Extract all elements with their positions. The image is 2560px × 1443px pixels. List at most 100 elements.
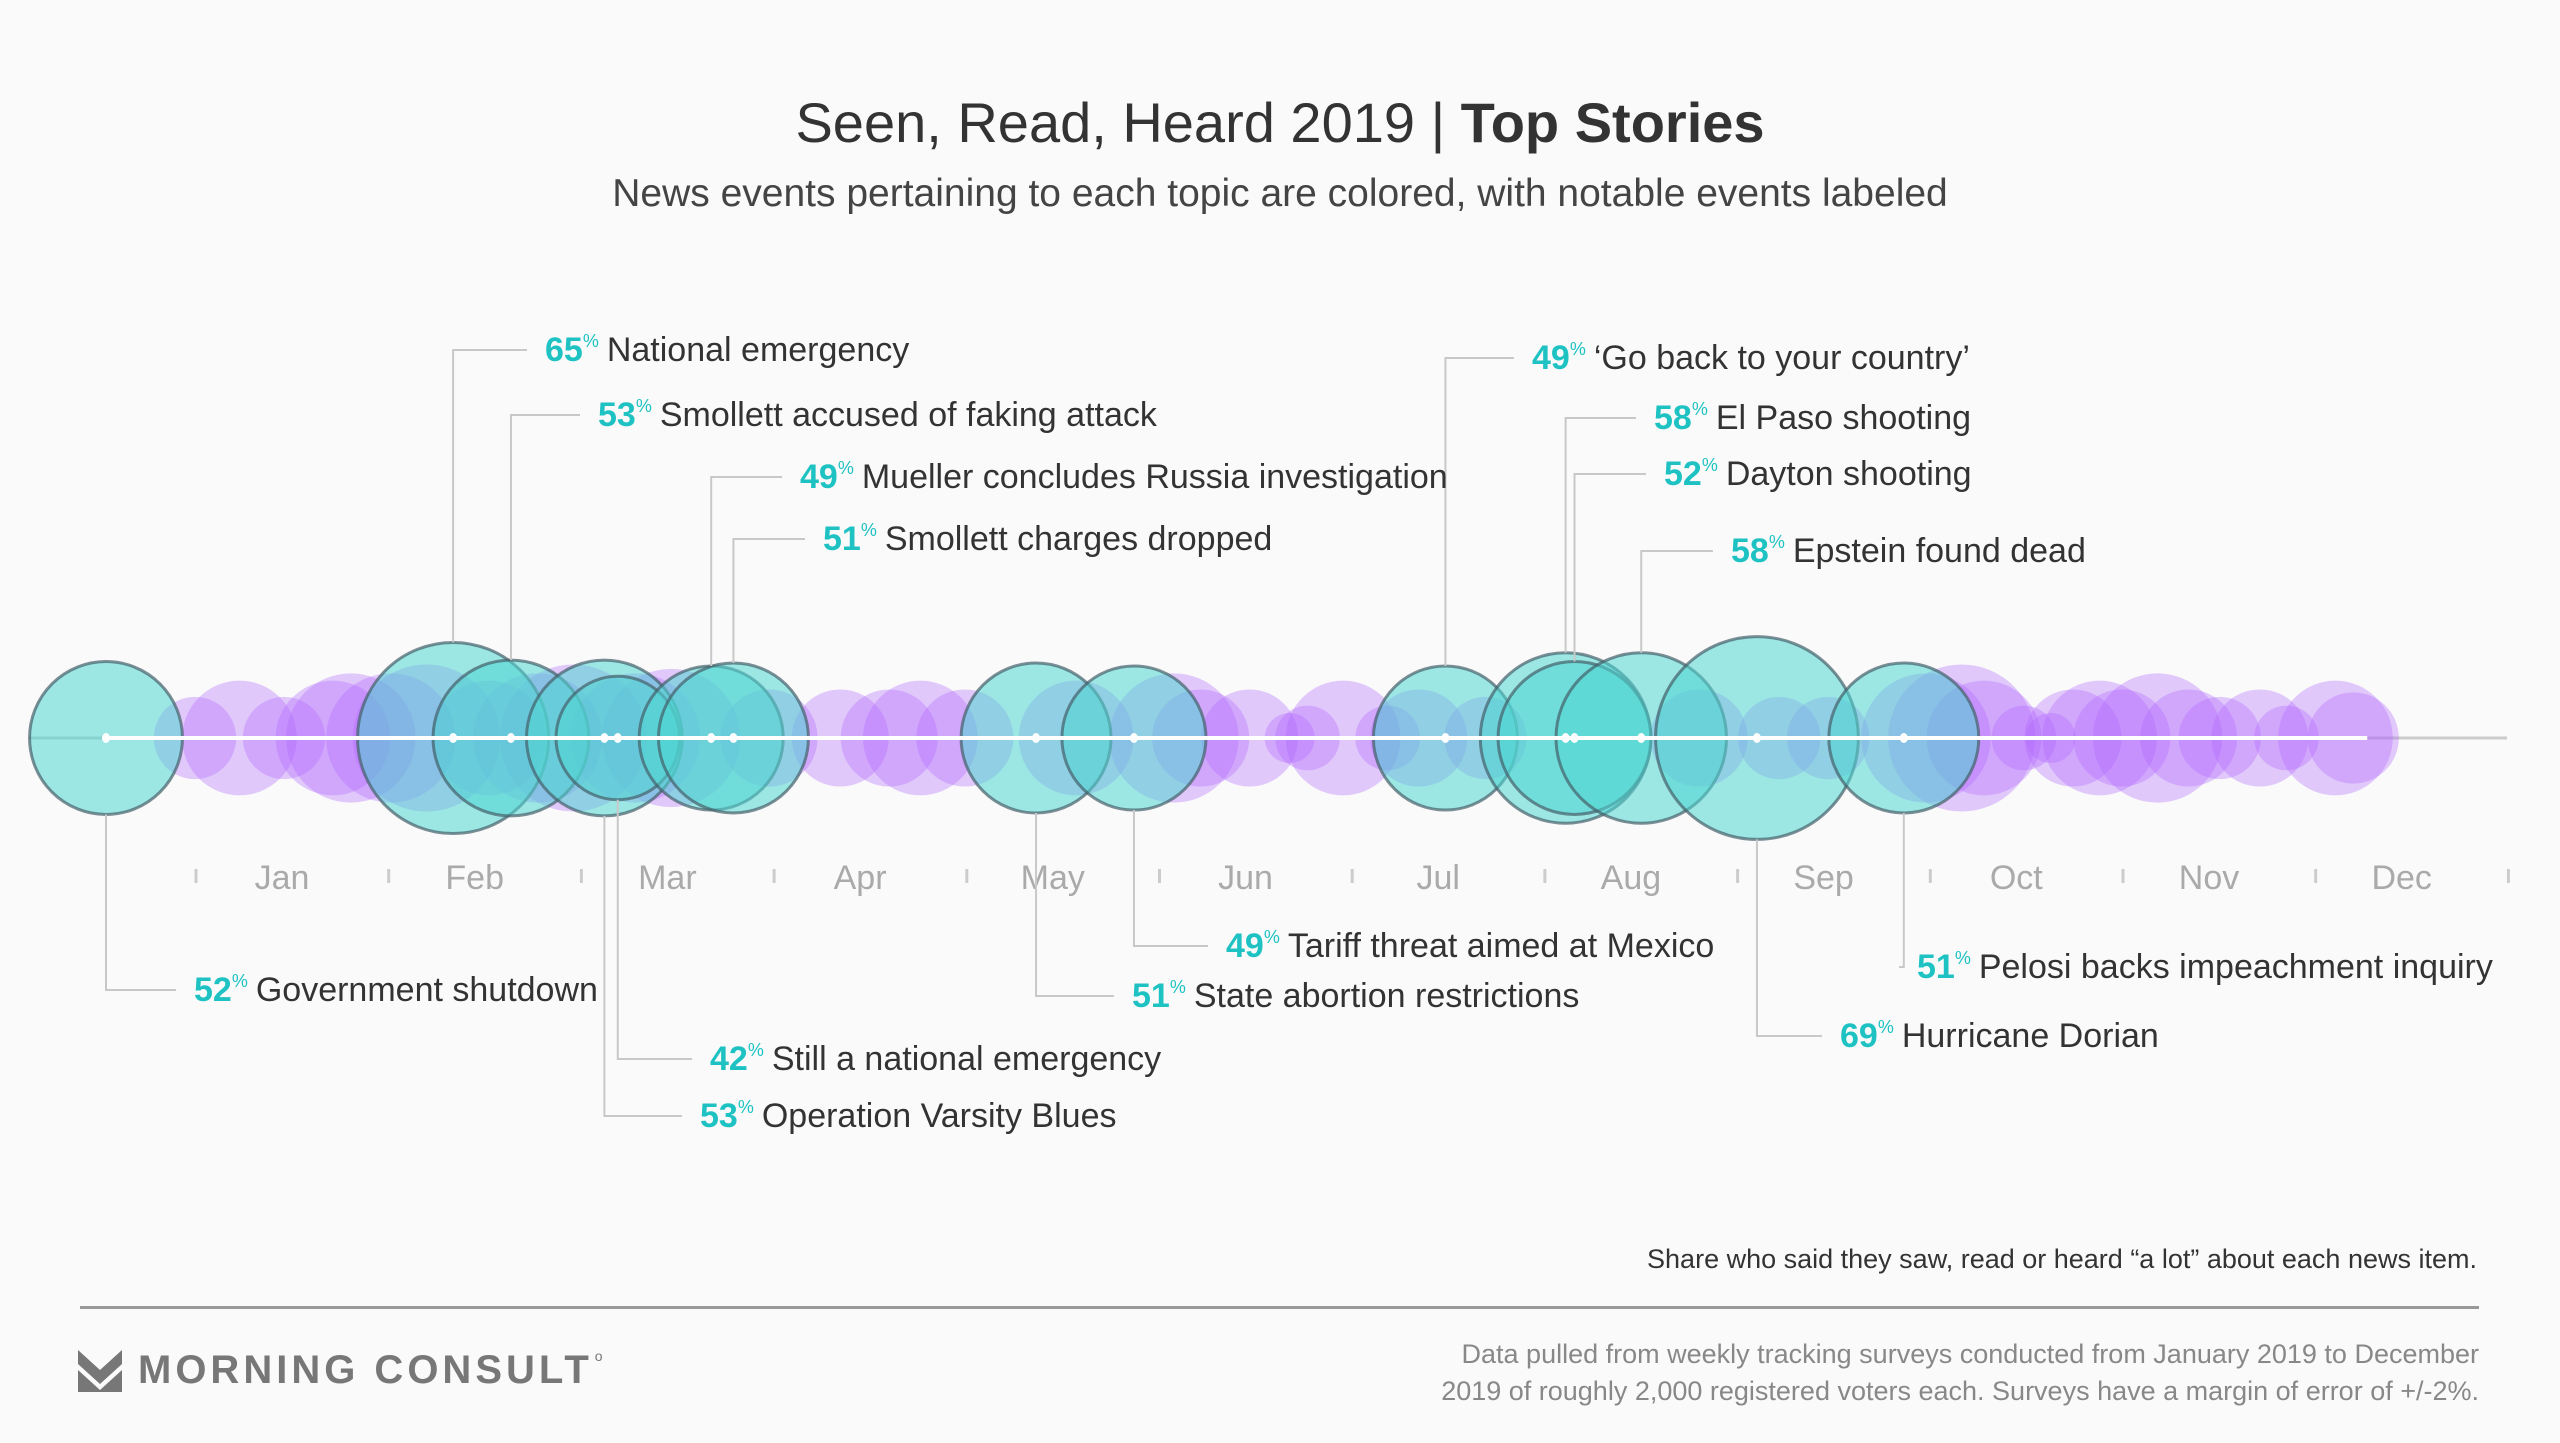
event-name: Operation Varsity Blues	[762, 1097, 1117, 1135]
event-label: 69% Hurricane Dorian	[1840, 1017, 2159, 1055]
leader-line	[105, 814, 176, 991]
leader-line	[1755, 839, 1822, 1037]
event-pct: 65	[545, 331, 583, 369]
event-name: Government shutdown	[256, 971, 598, 1009]
event-dot	[506, 733, 515, 743]
footer-divider	[80, 1306, 2479, 1309]
pct-sign: %	[1170, 977, 1186, 997]
event-label: 51% Smollett charges dropped	[823, 520, 1272, 558]
event-pct: 58	[1654, 399, 1692, 437]
leader-line	[509, 414, 580, 661]
size-legend-note: Share who said they saw, read or heard “…	[1647, 1244, 2477, 1274]
month-label: Oct	[1990, 859, 2043, 897]
month-label: May	[1021, 859, 1085, 897]
pct-sign: %	[1878, 1017, 1894, 1037]
morning-consult-m-icon	[78, 1349, 122, 1392]
morning-consult-logo: MORNING CONSULT o	[78, 1348, 603, 1393]
event-label: 52% Dayton shooting	[1664, 455, 1972, 493]
leader-line	[1573, 473, 1646, 662]
pct-sign: %	[738, 1097, 754, 1117]
event-name: National emergency	[607, 331, 909, 369]
month-label: Mar	[638, 859, 697, 897]
month-label: Feb	[445, 859, 504, 897]
month-label: Nov	[2179, 859, 2239, 897]
registered-mark-icon: o	[594, 1348, 603, 1364]
event-dot	[1441, 733, 1450, 743]
pct-sign: %	[861, 520, 877, 540]
leader-line	[616, 799, 692, 1060]
leader-line	[1444, 357, 1514, 666]
leader-line	[710, 476, 782, 666]
event-dot	[707, 733, 716, 743]
event-pct: 52	[1664, 455, 1702, 493]
event-label: 53% Operation Varsity Blues	[700, 1097, 1117, 1135]
chart-title: Seen, Read, Heard 2019 | Top Stories	[0, 90, 2560, 155]
event-label: 58% Epstein found dead	[1731, 532, 2086, 570]
leader-line	[452, 349, 527, 643]
event-name: Still a national emergency	[772, 1040, 1161, 1078]
pct-sign: %	[1264, 927, 1280, 947]
event-name: Tariff threat aimed at Mexico	[1288, 927, 1714, 965]
event-name: Smollett charges dropped	[885, 520, 1272, 558]
event-pct: 69	[1840, 1017, 1878, 1055]
pct-sign: %	[1570, 339, 1586, 359]
event-pct: 53	[598, 396, 636, 434]
pct-sign: %	[1702, 455, 1718, 475]
month-label: Jul	[1416, 859, 1459, 897]
event-dot	[449, 733, 458, 743]
event-name: El Paso shooting	[1716, 399, 1971, 437]
event-pct: 51	[823, 520, 861, 558]
event-pct: 49	[1532, 339, 1570, 377]
event-dot	[1570, 733, 1579, 743]
event-label: 53% Smollett accused of faking attack	[598, 396, 1158, 434]
leader-line	[1035, 812, 1114, 997]
leader-line	[1132, 810, 1208, 947]
event-name: Pelosi backs impeachment inquiry	[1979, 948, 2493, 986]
event-pct: 53	[700, 1097, 738, 1135]
event-dot	[1899, 733, 1908, 743]
event-dot	[1032, 733, 1041, 743]
brand-name: MORNING CONSULT	[138, 1348, 593, 1392]
event-label: 58% El Paso shooting	[1654, 399, 1971, 437]
title-bold: Top Stories	[1460, 91, 1765, 154]
event-name: Hurricane Dorian	[1902, 1017, 2159, 1055]
month-label: Jan	[255, 859, 310, 897]
month-label: Dec	[2371, 859, 2431, 897]
event-label: 49% Mueller concludes Russia investigatio…	[800, 458, 1448, 496]
event-label: 51% Pelosi backs impeachment inquiry	[1917, 948, 2493, 986]
event-label: 65% National emergency	[545, 331, 909, 369]
pct-sign: %	[1955, 948, 1971, 968]
leader-line	[1564, 417, 1636, 653]
pct-sign: %	[1769, 532, 1785, 552]
source-line-2: 2019 of roughly 2,000 registered voters …	[1441, 1376, 2479, 1406]
event-pct: 49	[800, 458, 838, 496]
event-pct: 51	[1132, 977, 1170, 1015]
event-name: State abortion restrictions	[1194, 977, 1580, 1015]
event-dot	[1637, 733, 1646, 743]
month-label: Apr	[834, 859, 887, 897]
month-label: Aug	[1601, 859, 1662, 897]
event-pct: 51	[1917, 948, 1955, 986]
pct-sign: %	[232, 971, 248, 991]
event-label: 52% Government shutdown	[194, 971, 598, 1009]
pct-sign: %	[636, 396, 652, 416]
pct-sign: %	[583, 331, 599, 351]
event-dot	[1561, 733, 1570, 743]
month-label: Jun	[1218, 859, 1273, 897]
event-label: 51% State abortion restrictions	[1132, 977, 1579, 1015]
event-name: Epstein found dead	[1793, 532, 2086, 570]
event-name: Mueller concludes Russia investigation	[862, 458, 1448, 496]
event-pct: 52	[194, 971, 232, 1009]
event-label: 42% Still a national emergency	[710, 1040, 1161, 1078]
event-name: ‘Go back to your country’	[1594, 339, 1970, 377]
event-dot	[600, 733, 609, 743]
title-regular: Seen, Read, Heard 2019 |	[795, 91, 1461, 154]
chart-subtitle: News events pertaining to each topic are…	[612, 172, 1948, 215]
leader-line	[1899, 812, 1905, 968]
event-dot	[613, 733, 622, 743]
source-line-1: Data pulled from weekly tracking surveys…	[1461, 1339, 2479, 1369]
event-label: 49% ‘Go back to your country’	[1532, 339, 1970, 377]
event-dot	[729, 733, 738, 743]
event-name: Smollett accused of faking attack	[660, 396, 1158, 434]
event-dot	[1752, 733, 1761, 743]
